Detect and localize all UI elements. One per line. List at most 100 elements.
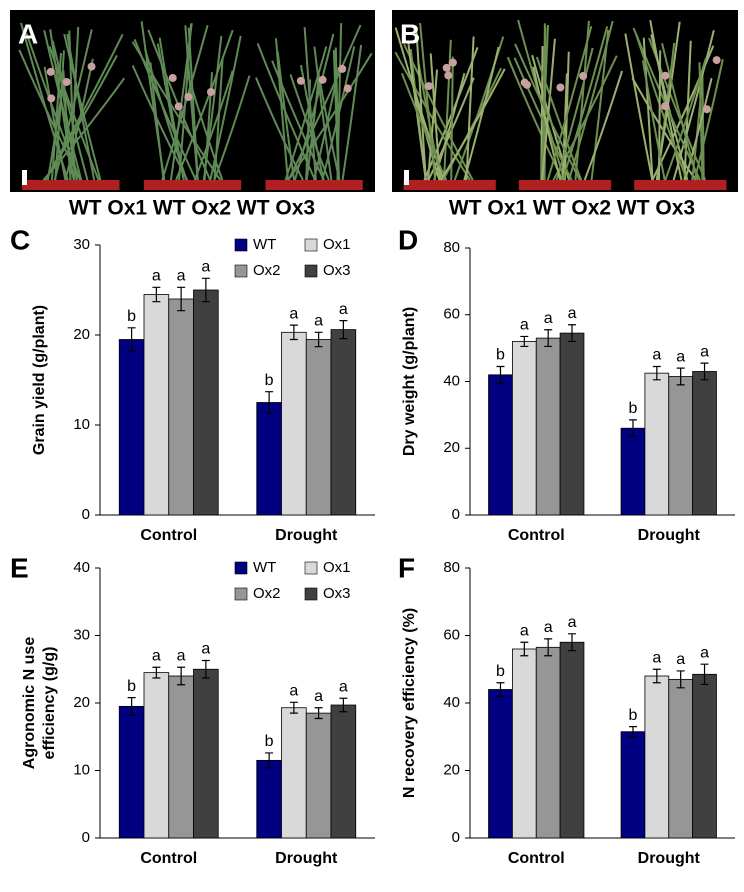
panel-label: C bbox=[10, 224, 30, 255]
panel-label: B bbox=[400, 18, 420, 49]
error-bar bbox=[152, 666, 161, 679]
error-bar bbox=[177, 286, 186, 312]
leaf bbox=[336, 23, 343, 181]
significance-letter: b bbox=[127, 678, 136, 695]
leaf bbox=[49, 29, 75, 181]
legend-label: Ox2 bbox=[253, 585, 281, 602]
panicle bbox=[87, 62, 96, 71]
leaf bbox=[66, 33, 96, 181]
legend-label: Ox3 bbox=[323, 585, 351, 602]
significance-letter: a bbox=[314, 313, 323, 330]
y-tick-label: 20 bbox=[73, 326, 90, 343]
error-bar bbox=[652, 365, 661, 381]
bar bbox=[193, 668, 219, 839]
bar bbox=[644, 372, 670, 516]
leaf bbox=[532, 66, 562, 181]
leaf bbox=[48, 45, 100, 181]
pot bbox=[403, 180, 496, 190]
panicle bbox=[338, 64, 347, 73]
leaf bbox=[276, 51, 295, 181]
bar bbox=[668, 376, 694, 516]
panicle bbox=[579, 71, 588, 80]
significance-letter: a bbox=[676, 651, 685, 668]
legend-label: WT bbox=[253, 236, 276, 253]
significance-letter: a bbox=[700, 644, 709, 661]
leaf bbox=[419, 22, 437, 181]
significance-letter: a bbox=[152, 268, 161, 285]
x-tick-label: Control bbox=[508, 850, 565, 867]
bar bbox=[305, 339, 332, 516]
y-tick-label: 20 bbox=[73, 694, 90, 711]
leaf bbox=[664, 57, 707, 181]
panel-label: D bbox=[398, 224, 418, 255]
leaf bbox=[583, 70, 624, 181]
bar bbox=[168, 298, 194, 516]
y-axis-label: Agronomic N use bbox=[21, 637, 38, 770]
legend-label: WT bbox=[253, 559, 276, 576]
leaf bbox=[271, 60, 325, 181]
pot bbox=[143, 180, 242, 190]
leaf bbox=[64, 58, 94, 181]
error-bar bbox=[339, 320, 348, 340]
legend-label: Ox1 bbox=[323, 236, 351, 253]
error-bar bbox=[289, 324, 298, 341]
leaf bbox=[175, 29, 234, 181]
leaf bbox=[429, 53, 442, 181]
y-tick-label: 20 bbox=[443, 761, 460, 778]
leaf bbox=[293, 33, 335, 181]
leaf bbox=[256, 42, 316, 181]
leaf bbox=[691, 76, 704, 181]
leaf bbox=[403, 43, 474, 181]
bar bbox=[559, 641, 585, 839]
bar bbox=[512, 648, 537, 839]
error-bar bbox=[676, 367, 685, 386]
x-tick-label: Drought bbox=[275, 527, 338, 544]
leaf bbox=[131, 64, 189, 181]
y-axis-label: efficiency (g/g) bbox=[41, 647, 58, 760]
panicle bbox=[556, 83, 565, 92]
significance-letter: a bbox=[339, 678, 348, 695]
error-bar bbox=[544, 329, 553, 348]
x-tick-label: Drought bbox=[638, 527, 701, 544]
leaf bbox=[284, 46, 328, 181]
pot bbox=[22, 180, 120, 190]
error-bar bbox=[177, 666, 186, 686]
leaf bbox=[635, 34, 688, 181]
significance-letter: a bbox=[700, 343, 709, 360]
panicle bbox=[522, 80, 531, 89]
error-bar bbox=[520, 641, 529, 657]
leaf bbox=[44, 33, 124, 181]
error-bar bbox=[314, 331, 323, 348]
significance-letter: a bbox=[152, 647, 161, 664]
leaf bbox=[161, 24, 209, 181]
legend-swatch bbox=[304, 561, 318, 575]
panel-label: E bbox=[10, 552, 29, 583]
leaf bbox=[313, 46, 333, 181]
y-axis-label: Grain yield (g/plant) bbox=[31, 305, 48, 455]
y-tick-label: 80 bbox=[443, 559, 460, 576]
leaf bbox=[650, 34, 689, 181]
panicle bbox=[424, 82, 433, 91]
leaf bbox=[439, 68, 506, 181]
significance-letter: a bbox=[201, 259, 210, 276]
bar bbox=[559, 332, 585, 516]
leaf bbox=[624, 33, 654, 181]
error-bar bbox=[289, 701, 298, 714]
leaf bbox=[546, 25, 593, 181]
x-tick-label: Drought bbox=[638, 850, 701, 867]
pot bbox=[518, 180, 612, 190]
error-bar bbox=[201, 659, 210, 679]
significance-letter: b bbox=[496, 663, 505, 680]
significance-letter: b bbox=[496, 347, 505, 364]
scale-bar bbox=[22, 170, 27, 185]
leaf bbox=[561, 26, 609, 181]
y-tick-label: 30 bbox=[73, 626, 90, 643]
panicle bbox=[661, 102, 670, 111]
bar bbox=[535, 646, 561, 839]
error-bar bbox=[520, 335, 529, 348]
error-bar bbox=[700, 362, 709, 381]
significance-letter: a bbox=[676, 348, 685, 365]
y-tick-label: 80 bbox=[443, 239, 460, 256]
legend-swatch bbox=[234, 264, 248, 278]
bar bbox=[668, 678, 694, 839]
